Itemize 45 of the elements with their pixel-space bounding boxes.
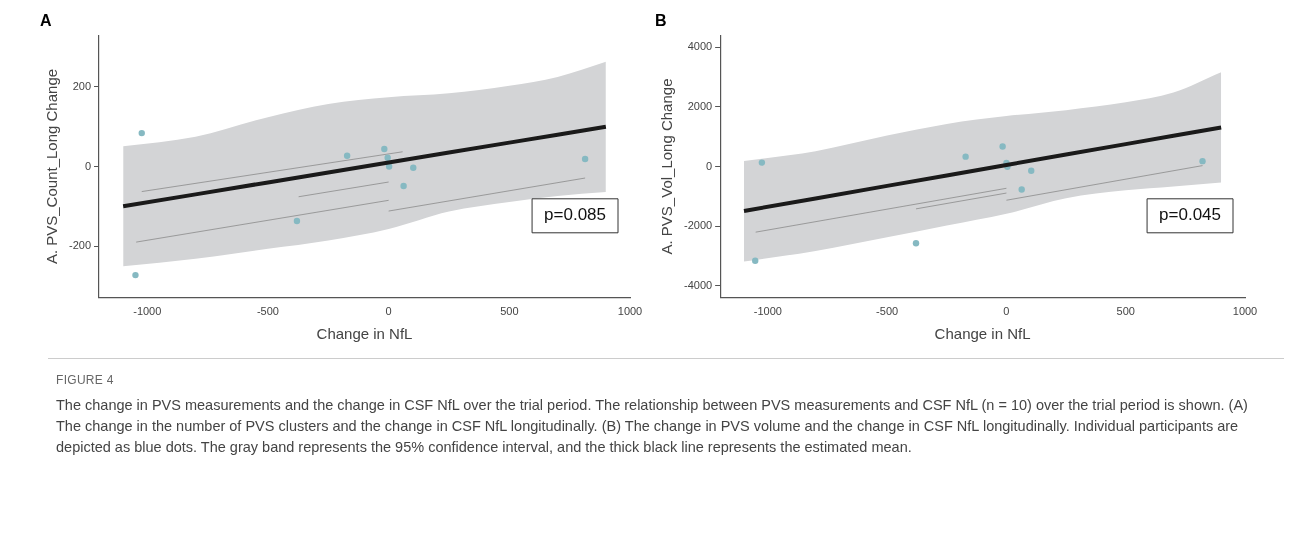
y-axis-title: A. PVS_Vol_Long Change	[658, 78, 676, 255]
annotation: p=0.045	[1159, 205, 1222, 225]
point	[343, 152, 351, 159]
y-tick-label: 2000	[687, 99, 713, 112]
point	[293, 217, 301, 225]
x-tick-label: -1000	[133, 305, 162, 318]
x-tick-label: 1000	[1232, 305, 1258, 318]
point	[912, 239, 920, 247]
point	[138, 129, 145, 137]
y-tick-label: -2000	[683, 219, 713, 232]
x-tick-label: 0	[385, 305, 392, 318]
chart-title: B	[655, 12, 667, 30]
text: The change in PVS measurements and the change in CSF NfL over the trial period. The relationship between PVS measurements and CSF NfL (n = 10) over the trial period is shown. (A) The change in the number of PVS clusters and the change in CSF NfL longitudinally. (B) The change in PVS volume and the change in CSF NfL longitudinally. Individual participants are depicted as blue dots. The gray band represents the 95% confidence interval, and the thick black line represents the estimated mean.	[56, 396, 1249, 457]
y-axis-title: A. PVS_Count_Long Change	[43, 68, 61, 265]
y-tick-label: 0	[706, 159, 713, 172]
point	[1199, 157, 1206, 165]
point	[381, 145, 388, 153]
point	[410, 164, 417, 171]
point	[1028, 167, 1035, 174]
x-axis-title: Change in NfL	[316, 325, 413, 343]
x-tick-label: -500	[876, 305, 899, 318]
point	[1018, 186, 1025, 193]
y-tick-label: 4000	[687, 40, 713, 53]
y-tick-label: -200	[68, 239, 92, 252]
x-tick-label: 1000	[617, 305, 643, 318]
point	[400, 182, 407, 190]
point	[132, 271, 139, 279]
x-tick-label: -1000	[753, 305, 782, 318]
caption: FIGURE 4	[56, 372, 115, 389]
point	[999, 143, 1006, 150]
y-tick-label: 0	[84, 159, 92, 172]
annotation: p=0.085	[544, 205, 607, 225]
x-tick-label: 0	[1003, 305, 1010, 318]
x-tick-label: -500	[256, 305, 279, 318]
point	[962, 153, 969, 160]
chart-title: A	[40, 12, 52, 30]
point	[752, 257, 759, 264]
y-tick-label: 200	[72, 79, 92, 92]
y-tick-label: -4000	[683, 278, 713, 291]
point	[384, 154, 391, 161]
x-tick-label: 500	[1116, 305, 1135, 318]
point	[758, 159, 766, 166]
point	[581, 155, 589, 163]
x-axis-title: Change in NfL	[934, 325, 1031, 343]
x-tick-label: 500	[500, 305, 519, 318]
